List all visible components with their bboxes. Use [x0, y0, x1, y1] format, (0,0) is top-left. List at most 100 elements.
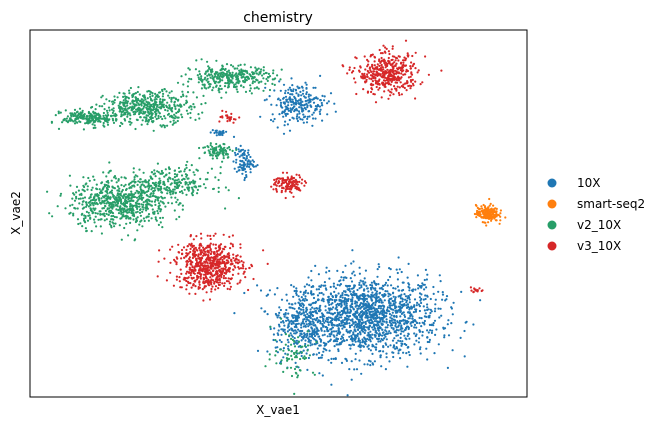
- data-point: [122, 109, 125, 112]
- data-point: [360, 329, 363, 332]
- data-point: [381, 59, 385, 62]
- data-point: [188, 169, 191, 172]
- data-point: [419, 299, 422, 302]
- data-point: [307, 337, 310, 340]
- data-point: [81, 197, 85, 200]
- data-point: [303, 95, 306, 98]
- data-point: [216, 154, 219, 157]
- data-point: [280, 328, 283, 331]
- data-point: [349, 290, 352, 293]
- data-point: [240, 154, 243, 157]
- data-point: [257, 67, 260, 70]
- data-point: [420, 325, 423, 328]
- data-point: [261, 74, 264, 77]
- data-point: [175, 201, 178, 204]
- data-point: [329, 285, 332, 289]
- data-point: [394, 330, 397, 333]
- data-point: [299, 308, 302, 311]
- data-point: [414, 310, 417, 313]
- data-point: [134, 204, 137, 207]
- data-point: [413, 323, 417, 326]
- data-point: [385, 318, 388, 321]
- data-point: [292, 320, 295, 323]
- data-point: [132, 102, 135, 105]
- data-point: [142, 99, 145, 102]
- data-point: [114, 114, 117, 117]
- data-point: [409, 65, 412, 68]
- data-point: [298, 86, 301, 89]
- data-point: [140, 108, 143, 112]
- data-point: [272, 333, 275, 336]
- data-point: [352, 313, 355, 316]
- data-point: [357, 313, 360, 317]
- data-point: [396, 278, 399, 281]
- data-point: [138, 205, 141, 208]
- data-point: [389, 316, 392, 319]
- data-point: [130, 196, 133, 200]
- data-point: [418, 309, 421, 313]
- data-point: [316, 307, 319, 310]
- data-point: [360, 327, 363, 330]
- data-point: [338, 280, 341, 283]
- data-point: [379, 307, 382, 310]
- data-point: [50, 121, 54, 124]
- data-point: [321, 354, 324, 357]
- data-point: [272, 72, 275, 75]
- data-point: [75, 115, 78, 118]
- data-point: [410, 324, 413, 327]
- data-point: [376, 310, 380, 313]
- data-point: [463, 355, 466, 358]
- data-point: [220, 75, 223, 78]
- data-point: [295, 293, 298, 296]
- data-point: [388, 321, 391, 324]
- data-point: [419, 83, 422, 86]
- data-point: [118, 224, 121, 227]
- data-point: [293, 342, 296, 345]
- data-point: [297, 328, 300, 331]
- data-point: [408, 289, 411, 292]
- data-point: [123, 205, 127, 208]
- data-point: [215, 152, 218, 155]
- data-point: [332, 282, 335, 285]
- data-point: [179, 103, 182, 106]
- data-point: [380, 63, 383, 66]
- data-point: [89, 120, 92, 123]
- data-point: [100, 181, 104, 184]
- data-point: [373, 320, 377, 323]
- data-point: [232, 85, 236, 89]
- data-point: [156, 209, 159, 213]
- data-point: [262, 77, 265, 80]
- data-point: [103, 195, 106, 198]
- data-point: [123, 207, 126, 211]
- data-point: [100, 191, 103, 194]
- data-point: [359, 302, 363, 305]
- data-point: [85, 210, 88, 213]
- data-point: [288, 334, 291, 337]
- data-point: [418, 285, 421, 288]
- data-point: [417, 303, 420, 306]
- data-point: [420, 317, 423, 320]
- data-point: [404, 337, 407, 340]
- data-point: [195, 235, 198, 238]
- data-point: [225, 152, 228, 155]
- data-point: [406, 325, 409, 328]
- data-point: [105, 190, 108, 194]
- data-point: [251, 82, 254, 85]
- data-point: [351, 296, 354, 299]
- data-point: [300, 312, 303, 315]
- data-point: [95, 187, 98, 190]
- data-point: [425, 315, 428, 318]
- data-point: [370, 78, 373, 81]
- data-point: [375, 85, 378, 89]
- data-point: [137, 106, 140, 109]
- data-point: [388, 304, 391, 307]
- data-point: [385, 338, 388, 341]
- data-point: [330, 324, 333, 327]
- data-point: [116, 189, 119, 192]
- data-point: [366, 334, 369, 337]
- data-point: [284, 89, 287, 92]
- data-point: [312, 324, 315, 327]
- data-point: [163, 196, 166, 199]
- data-point: [336, 311, 339, 314]
- data-point: [292, 314, 296, 317]
